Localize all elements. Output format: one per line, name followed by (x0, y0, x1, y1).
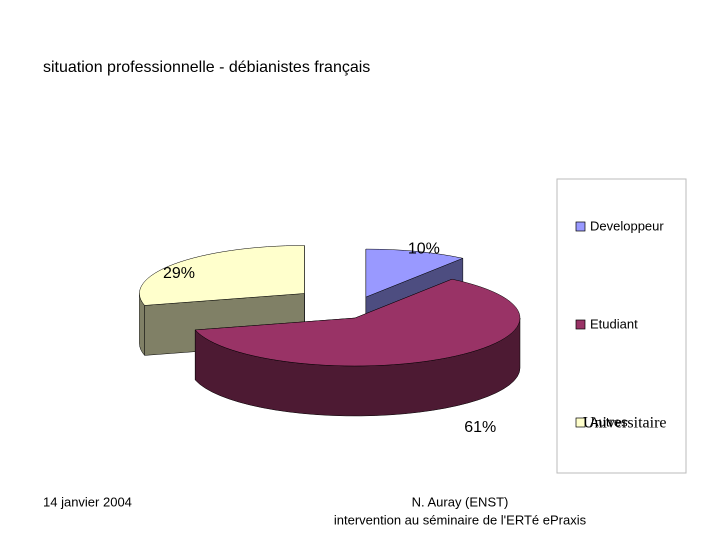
data-label: 10% (408, 241, 440, 258)
pie-slice (139, 245, 305, 306)
chart-title: situation professionnelle - débianistes … (43, 59, 370, 76)
legend-label: Etudiant (590, 316, 638, 331)
pie-slice (365, 248, 464, 298)
data-label: 61% (464, 419, 496, 436)
legend-label: Autres (590, 414, 628, 429)
legend-swatch (575, 417, 586, 428)
footer-author: N. Auray (ENST) (412, 494, 509, 509)
pie-slice (194, 278, 521, 367)
annotation: Universitaire (583, 415, 667, 432)
footer-event: intervention au séminaire de l'ERTé ePra… (334, 512, 587, 527)
slice (194, 278, 521, 417)
legend-swatch (575, 221, 586, 232)
data-label: 29% (163, 265, 195, 282)
footer-date: 14 janvier 2004 (43, 494, 132, 509)
legend-label: Developpeur (590, 218, 664, 233)
legend-swatch (575, 319, 586, 330)
